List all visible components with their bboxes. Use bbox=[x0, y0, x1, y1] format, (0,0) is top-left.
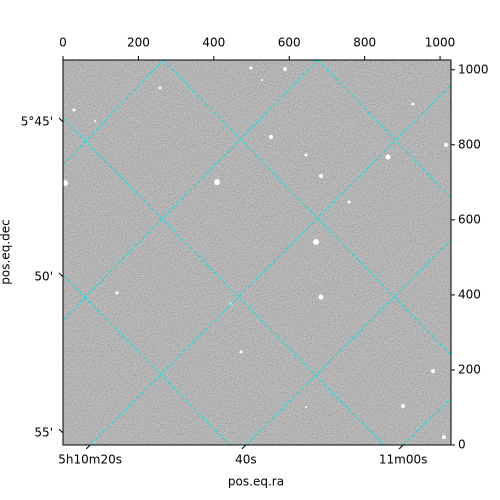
ra-tick-label: 40s bbox=[235, 453, 257, 467]
dec-tick-label: 55' bbox=[34, 425, 53, 439]
frame bbox=[62, 59, 452, 446]
dec-tick-label: 50' bbox=[34, 269, 53, 283]
x-tick-label: 400 bbox=[202, 36, 225, 50]
dec-tick bbox=[58, 117, 64, 123]
x-tick-label: 600 bbox=[278, 36, 301, 50]
stars bbox=[62, 66, 448, 439]
y-tick-label: 600 bbox=[458, 212, 481, 226]
y-tick-label: 1000 bbox=[458, 62, 489, 76]
coordinate-grid bbox=[63, 60, 451, 445]
ra-tick bbox=[241, 444, 247, 450]
x-tick-label: 800 bbox=[353, 36, 376, 50]
y-tick-label: 0 bbox=[458, 438, 466, 452]
ra-tick-label: 11m00s bbox=[379, 453, 427, 467]
x-tick-label: 1000 bbox=[425, 36, 456, 50]
dec-tick-label: 5°45' bbox=[21, 114, 53, 128]
sky-image bbox=[62, 59, 452, 446]
ra-tick-label: 5h10m20s bbox=[58, 453, 122, 467]
x-tick-label: 0 bbox=[59, 36, 67, 50]
y-tick-label: 400 bbox=[458, 287, 481, 301]
ra-tick bbox=[398, 444, 404, 450]
x-axis-label: pos.eq.ra bbox=[228, 475, 284, 489]
dec-tick bbox=[58, 428, 64, 434]
y-tick-label: 200 bbox=[458, 362, 481, 376]
x-tick-label: 200 bbox=[127, 36, 150, 50]
y-tick-label: 800 bbox=[458, 137, 481, 151]
ra-tick bbox=[85, 444, 91, 450]
image-noise bbox=[63, 60, 451, 445]
dec-tick bbox=[58, 272, 64, 278]
y-axis-label: pos.eq.dec bbox=[0, 219, 13, 284]
